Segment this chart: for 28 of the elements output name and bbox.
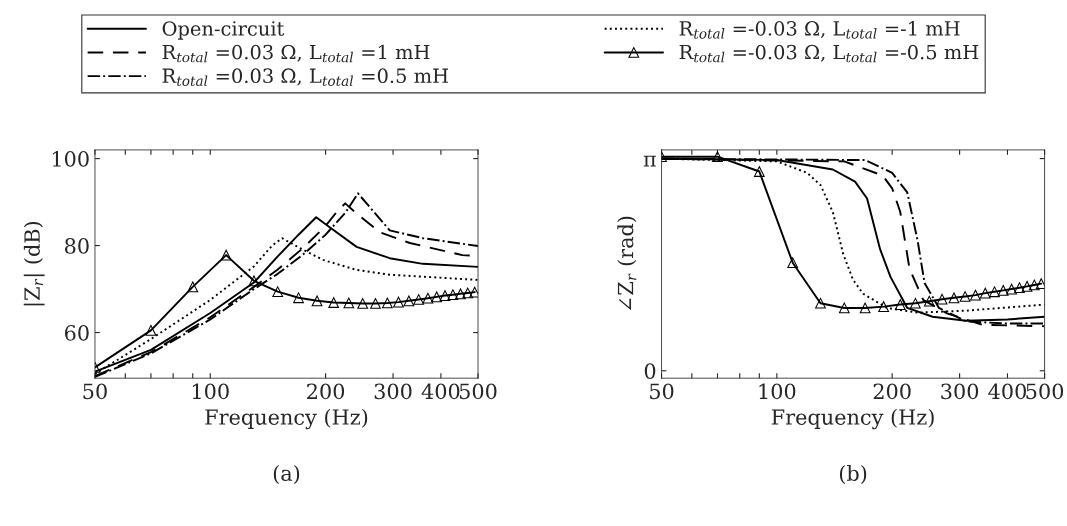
x-tick-label: 400 [421,383,460,400]
x-tick-label: 500 [459,383,497,400]
legend-label: R$_{total}$ =0.03 Ω, L$_{total}$ =1 mH [162,44,430,63]
x-tick-label: 100 [759,383,796,400]
x-axis-title: Frequency (Hz) [771,408,934,430]
y-tick-label: π [643,155,656,167]
legend-label: R$_{total}$ =-0.03 Ω, L$_{total}$ =-1 mH [679,21,960,39]
x-axis-title: Frequency (Hz) [205,408,368,430]
y-tick-label: 100 [52,151,89,167]
legend-label: Open-circuit [162,21,285,40]
y-tick-label: 60 [64,324,89,341]
x-tick-label: 300 [374,383,412,400]
x-tick-label: 50 [650,383,674,400]
y-tick-label: 0 [644,363,656,379]
x-tick-label: 200 [307,383,345,400]
legend-label: R$_{total}$ =-0.03 Ω, L$_{total}$ =-0.5 mH [679,44,979,63]
x-tick-label: 100 [192,383,229,400]
x-tick-label: 500 [1026,383,1064,400]
text: (a) [273,464,300,485]
x-tick-label: 400 [988,383,1026,400]
y-axis-title: |Z$_{r}$| (dB) [23,221,45,306]
legend-label: R$_{total}$ =0.03 Ω, L$_{total}$ =0.5 mH [162,68,448,87]
y-tick-label: 80 [64,238,89,254]
x-tick-label: 200 [873,383,911,400]
x-tick-label: 300 [941,383,979,400]
text: (b) [839,464,867,485]
y-axis-title: ∠Z$_{r}$ (rad) [617,216,637,311]
x-tick-label: 50 [83,383,107,400]
